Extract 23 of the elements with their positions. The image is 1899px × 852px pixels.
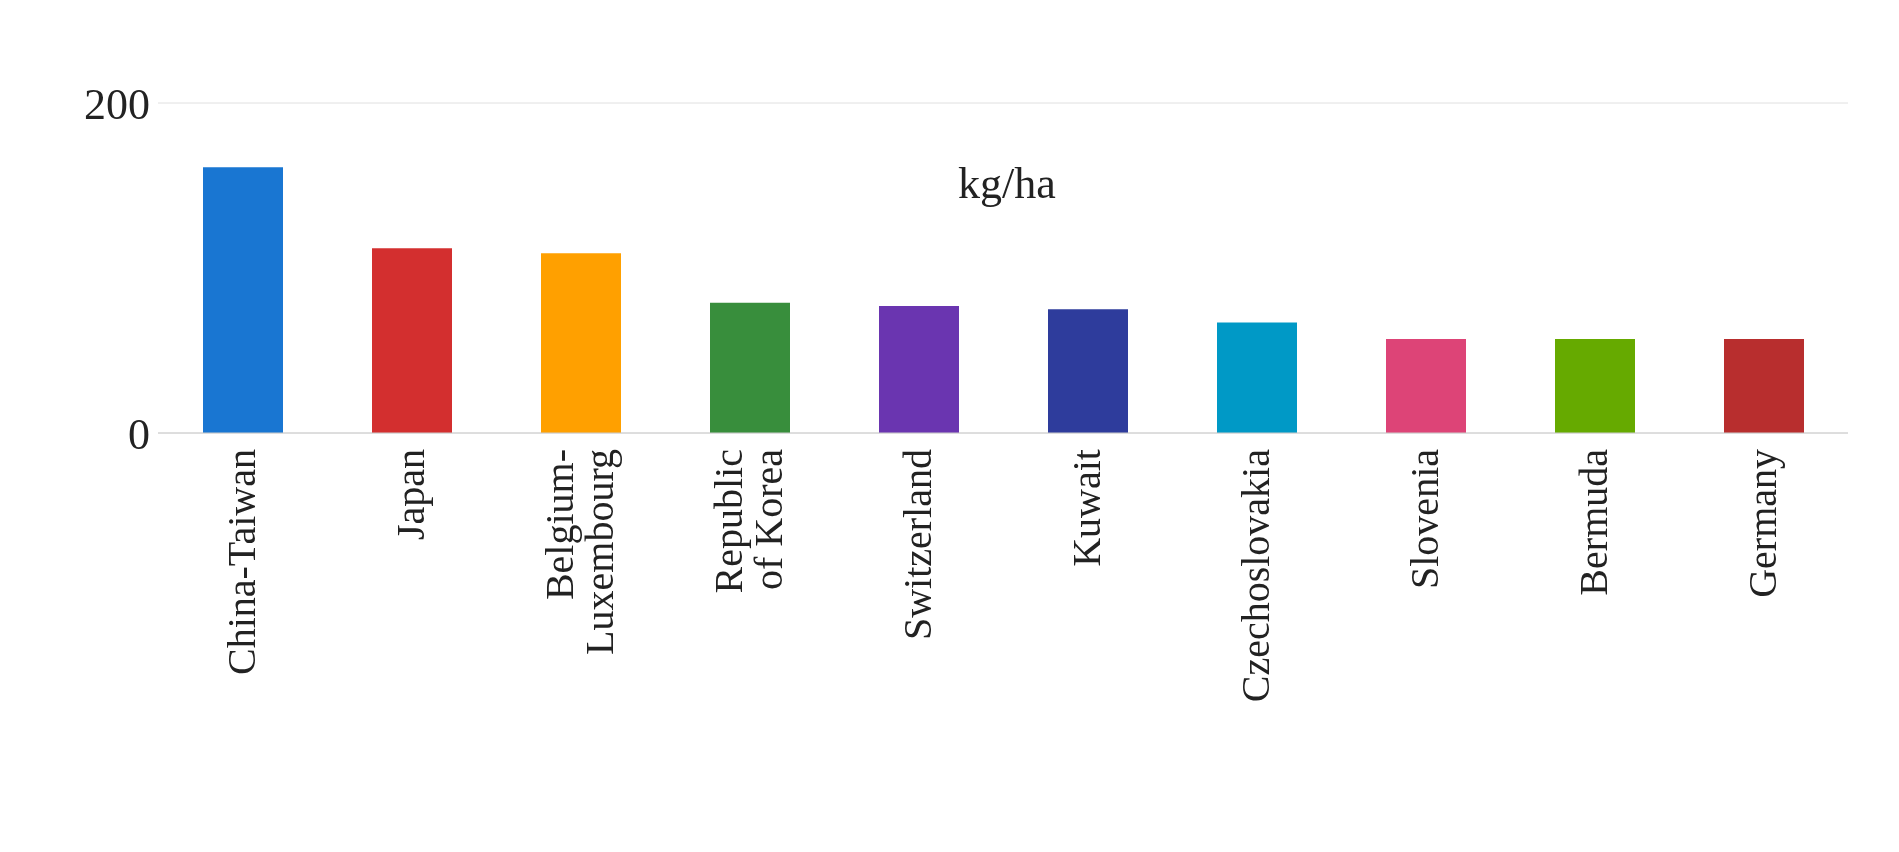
x-tick-label: Bermuda bbox=[1570, 448, 1616, 596]
bar bbox=[1048, 309, 1128, 433]
bar bbox=[541, 253, 621, 433]
bar bbox=[372, 248, 452, 433]
bar bbox=[1724, 338, 1804, 433]
bar bbox=[203, 167, 283, 433]
x-tick-label: Czechoslovakia bbox=[1232, 448, 1278, 703]
bar bbox=[1555, 338, 1635, 433]
x-tick-label: Germany bbox=[1739, 449, 1785, 598]
x-tick-label: Republic of Korea bbox=[705, 448, 791, 594]
x-tick-label: Switzerland bbox=[894, 449, 940, 641]
y-tick-label: 0 bbox=[128, 409, 150, 459]
x-tick-label: Slovenia bbox=[1401, 448, 1447, 589]
bar bbox=[1217, 322, 1297, 433]
bar bbox=[1386, 338, 1466, 433]
annotation: kg/ha bbox=[958, 158, 1056, 209]
x-tick-label: China-Taiwan bbox=[218, 449, 264, 676]
bar bbox=[879, 305, 959, 433]
x-tick-label: Belgium-Luxembourg bbox=[536, 449, 622, 655]
x-tick-label: Kuwait bbox=[1063, 449, 1109, 567]
x-tick-label: Japan bbox=[387, 449, 433, 541]
bar bbox=[710, 302, 790, 433]
y-tick-label: 200 bbox=[84, 79, 150, 129]
